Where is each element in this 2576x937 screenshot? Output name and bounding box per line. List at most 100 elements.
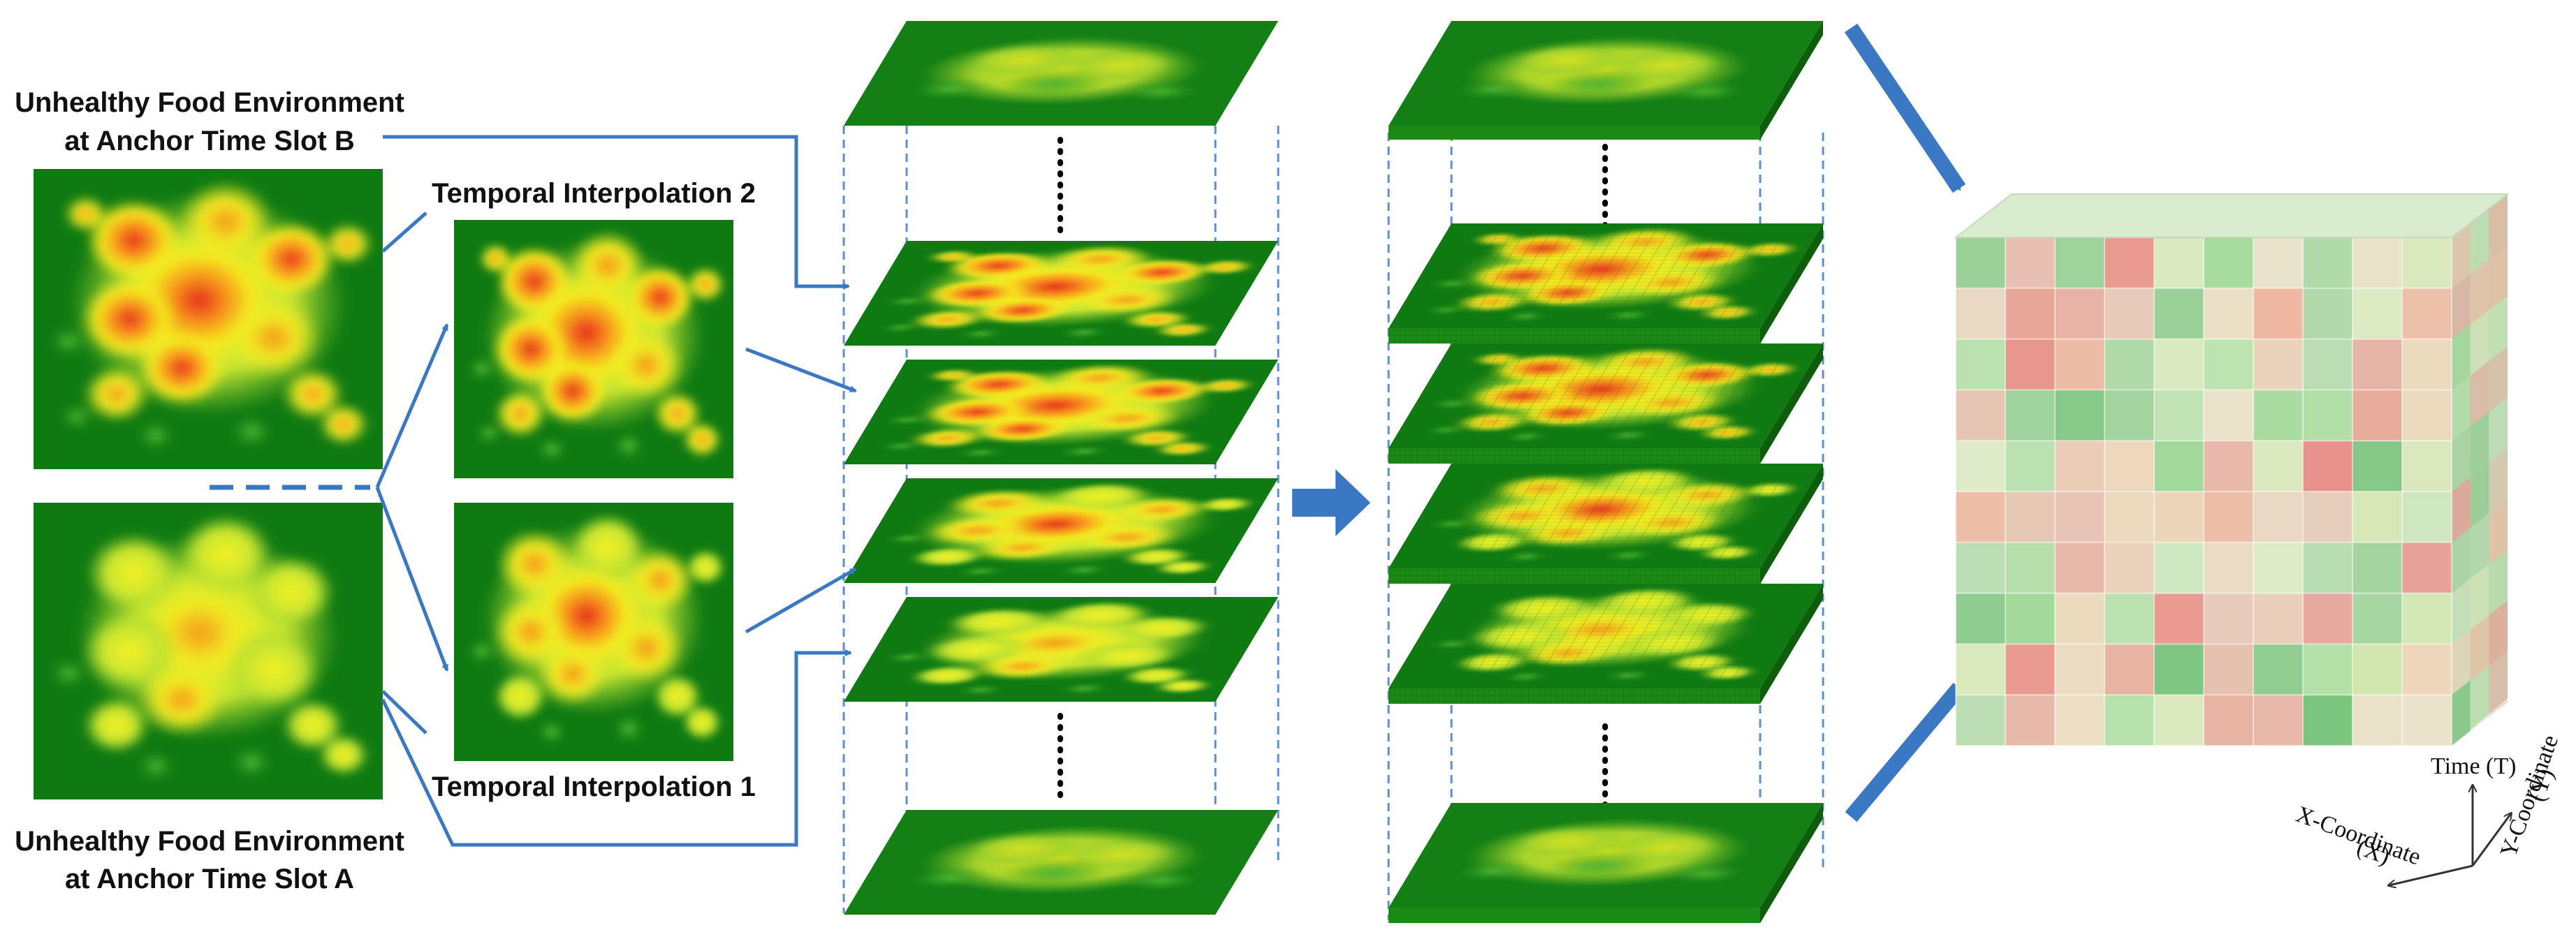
- cube-cell: [2303, 492, 2352, 543]
- anchor-slot-a-group: Unhealthy Food Environment at Anchor Tim…: [15, 503, 404, 894]
- cube-cell: [2352, 288, 2402, 339]
- cube-cell: [2055, 237, 2105, 288]
- slot-a-title-line2: at Anchor Time Slot A: [65, 864, 354, 894]
- cube-cell: [2204, 492, 2253, 543]
- cube-cell: [2055, 593, 2105, 644]
- cube-cell: [2005, 492, 2055, 543]
- cube-cell: [1956, 288, 2005, 339]
- heatmap-slot-b: [34, 169, 383, 469]
- cube-cell: [2105, 695, 2154, 746]
- cube-cell: [2253, 542, 2303, 593]
- cube-cell: [2005, 288, 2055, 339]
- cube-cell: [2204, 695, 2253, 746]
- cube-side-cell: [2452, 375, 2471, 441]
- cube-cell: [2253, 237, 2303, 288]
- cube-cell: [2303, 441, 2352, 492]
- anchor-slot-b-group: Unhealthy Food Environment at Anchor Tim…: [15, 87, 404, 469]
- cube-cell: [2055, 695, 2105, 746]
- cube-cell: [1956, 237, 2005, 288]
- cube-cell: [1956, 542, 2005, 593]
- cube-cell: [2253, 695, 2303, 746]
- cube-cell: [2402, 390, 2452, 441]
- slab-top-2: [1389, 21, 1823, 140]
- cube-side-cell: [2489, 448, 2508, 514]
- cube-side-cell: [2489, 346, 2508, 412]
- cube-cell: [2352, 441, 2402, 492]
- cube-side-cell: [2470, 513, 2489, 579]
- cube-cell: [2154, 237, 2204, 288]
- cube-cell: [2154, 441, 2204, 492]
- cube-cell: [2204, 441, 2253, 492]
- cube-cell: [2154, 695, 2204, 746]
- heatmap-slot-a: [34, 503, 383, 799]
- cube-cell: [2204, 542, 2253, 593]
- cube-side-cell: [2452, 274, 2471, 339]
- cube-cell: [2253, 288, 2303, 339]
- cube-cell: [2055, 542, 2105, 593]
- cube-cell: [2005, 695, 2055, 746]
- slot-a-title-line1: Unhealthy Food Environment: [15, 826, 404, 857]
- transform-arrow: [1292, 469, 1370, 536]
- cube-cell: [2253, 644, 2303, 695]
- plane-mid-hot: [844, 360, 1278, 464]
- cube-side-cell: [2470, 462, 2489, 529]
- cube-cell: [1956, 695, 2005, 746]
- plane-interp-2: [844, 241, 1278, 346]
- cube-cells: [1956, 194, 2508, 746]
- slot-b-title-line1: Unhealthy Food Environment: [15, 87, 404, 118]
- plane-interp-1: [844, 597, 1278, 702]
- cube-side-cell: [2489, 600, 2508, 666]
- cube-side-cell: [2470, 411, 2489, 478]
- cube-cell: [2154, 390, 2204, 441]
- cube-cell: [2303, 237, 2352, 288]
- interpolation-1-group: Temporal Interpolation 1: [432, 503, 756, 802]
- cube-cell: [1956, 339, 2005, 390]
- cube-grid: [1955, 237, 2452, 746]
- cube-cell: [2204, 593, 2253, 644]
- cube-cell: [2303, 644, 2352, 695]
- cube-cell: [1956, 593, 2005, 644]
- cube-cell: [2253, 492, 2303, 543]
- cube-cell: [2105, 390, 2154, 441]
- slot-b-title-line2: at Anchor Time Slot B: [64, 126, 355, 156]
- cube-cell: [2303, 390, 2352, 441]
- cube-side-cell: [2489, 194, 2508, 260]
- cube-cell: [2204, 339, 2253, 390]
- cube-cell: [2055, 644, 2105, 695]
- cube-cell: [2005, 390, 2055, 441]
- cube-cell: [2055, 492, 2105, 543]
- cube-side-cell: [2470, 615, 2489, 681]
- cube-cell: [2105, 644, 2154, 695]
- cube-cell: [2402, 339, 2452, 390]
- cube-cell: [2105, 441, 2154, 492]
- cube-cell: [2204, 237, 2253, 288]
- cube-cell: [2005, 441, 2055, 492]
- cube-cell: [2352, 339, 2402, 390]
- cube-cell: [2055, 390, 2105, 441]
- cube-cell: [2154, 644, 2204, 695]
- cube-cell: [2402, 288, 2452, 339]
- cube-cell: [2352, 390, 2402, 441]
- cube-cell: [2253, 339, 2303, 390]
- plane-stack-1: [842, 21, 1280, 915]
- cube-cell: [2303, 339, 2352, 390]
- cube-cell: [1956, 441, 2005, 492]
- cube-side-cell: [2489, 549, 2508, 616]
- cube-arrows: [1844, 23, 1966, 822]
- plane-top-1: [844, 21, 1278, 126]
- plane-bottom-1: [844, 810, 1278, 915]
- cube-cell: [2105, 593, 2154, 644]
- cube-cell: [2105, 288, 2154, 339]
- cube-cell: [2204, 390, 2253, 441]
- cube-cell: [2402, 644, 2452, 695]
- cube-cell: [2402, 492, 2452, 543]
- cube-cell: [2402, 593, 2452, 644]
- interp-split-arrows: [375, 212, 449, 735]
- space-time-cube: [1954, 193, 2510, 746]
- cube-side-cell: [2452, 629, 2471, 695]
- cube-cell: [2303, 288, 2352, 339]
- cube-cell: [2105, 542, 2154, 593]
- cube-cell: [2352, 542, 2402, 593]
- cube-side-cell: [2489, 651, 2508, 717]
- cube-cell: [2402, 542, 2452, 593]
